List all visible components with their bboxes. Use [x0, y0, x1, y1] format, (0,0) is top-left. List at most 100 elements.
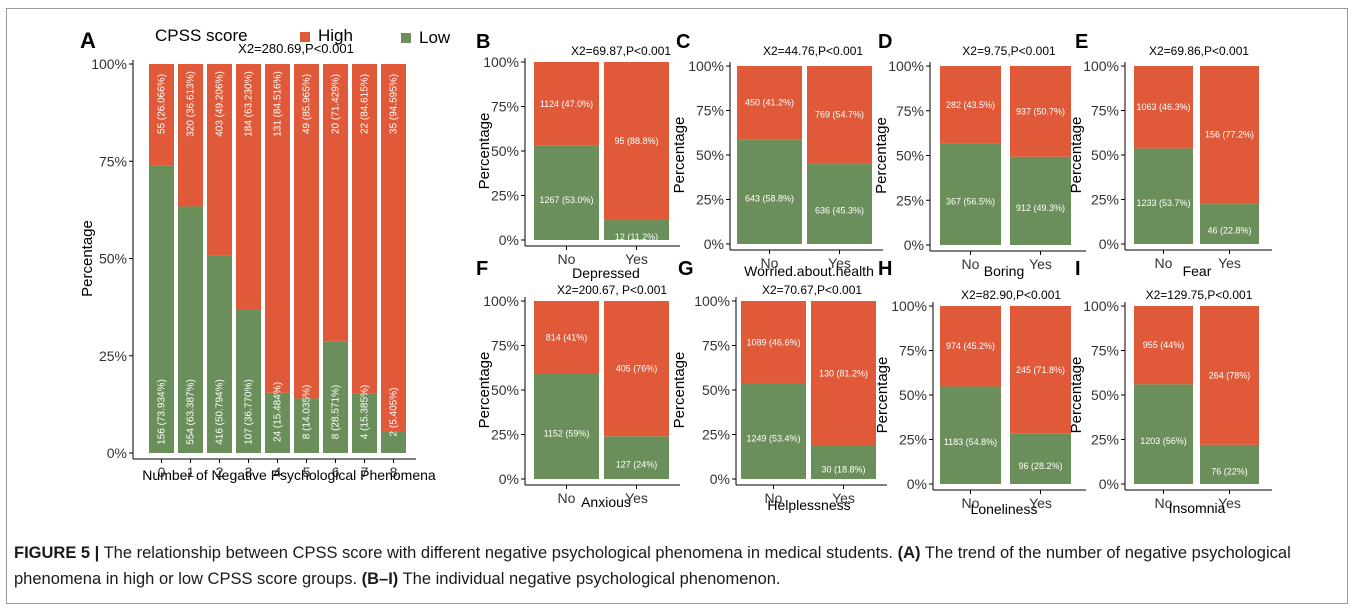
bar-low — [534, 373, 599, 479]
y-axis-label: Percentage — [476, 352, 493, 429]
bar-label-low: 416 (50.794%) — [215, 379, 226, 445]
bar-high — [534, 301, 599, 374]
y-axis-label: Percentage — [476, 113, 493, 190]
y-tick-label: 50% — [491, 143, 519, 159]
y-tick-label: 75% — [896, 103, 924, 119]
panel-e: E X2=69.86,P<0.001 0% 25% 50% 75% 100% Percenta… — [1068, 31, 1272, 279]
y-tick-label: 75% — [1091, 343, 1119, 359]
y-tick-label: 50% — [491, 382, 519, 398]
stat-label: X2=9.75,P<0.001 — [962, 44, 1056, 58]
bar-low — [178, 206, 203, 453]
bar-low — [940, 386, 1001, 484]
panel-letter: C — [676, 31, 690, 53]
caption-ref-a: (A) — [897, 544, 921, 562]
bar-high — [940, 66, 1001, 144]
caption-text-3: The individual negative psychological ph… — [398, 570, 781, 588]
x-tick-label: Yes — [1218, 495, 1241, 511]
bar-label-low: 2 (5.405%) — [389, 388, 400, 437]
y-tick-label: 75% — [899, 343, 927, 359]
figure-caption: FIGURE 5 | The relationship between CPSS… — [14, 540, 1334, 592]
x-tick-label: 3 — [245, 464, 253, 480]
y-tick-label: 25% — [896, 192, 924, 208]
bar-high — [604, 62, 669, 221]
panel-letter: A — [80, 28, 96, 53]
x-axis-label: Helplessness — [767, 497, 850, 513]
y-tick-label: 100% — [483, 54, 519, 70]
bar-label-high: 1063 (46.3%) — [1136, 102, 1190, 112]
bar-label-high: 22 (84.615%) — [360, 74, 371, 134]
bar-high — [1200, 306, 1259, 445]
y-tick-label: 0% — [107, 445, 127, 461]
bar-high — [940, 306, 1001, 387]
y-tick-label: 0% — [1099, 236, 1119, 252]
bar-high — [323, 64, 348, 342]
x-tick-label: 1 — [187, 464, 195, 480]
bar-label-high: 264 (78%) — [1209, 370, 1251, 380]
stat-label: X2=82.90,P<0.001 — [961, 288, 1061, 302]
bar-label-low: 1152 (59%) — [544, 428, 590, 438]
bar-high — [236, 64, 261, 310]
y-tick-label: 0% — [499, 232, 519, 248]
bar-low — [604, 220, 669, 240]
bar-label-high: 974 (45.2%) — [946, 341, 995, 351]
panel-h: H X2=82.90,P<0.001 0% 25% 50% 75% 100% Percenta… — [874, 258, 1086, 517]
y-tick-label: 0% — [1099, 476, 1119, 492]
bar-label-low: 24 (15.484%) — [273, 382, 284, 442]
bar-high — [1134, 66, 1193, 149]
y-tick-label: 100% — [688, 58, 724, 74]
x-axis-label: Boring — [984, 263, 1024, 279]
y-tick-label: 100% — [891, 298, 927, 314]
panel-b: B X2=69.87,P<0.001 0% 25% 50% 75% 100% Percenta… — [476, 31, 680, 281]
y-tick-label: 0% — [704, 236, 724, 252]
bar-label-high: 405 (76%) — [616, 364, 658, 374]
bar-low — [236, 309, 261, 453]
y-axis-label: Percentage — [671, 352, 688, 429]
x-tick-label: No — [962, 256, 980, 272]
bar-high — [737, 66, 802, 140]
bar-label-high: 130 (81.2%) — [819, 368, 868, 378]
y-tick-label: 100% — [888, 58, 924, 74]
y-axis-label: Percentage — [79, 220, 96, 297]
bar-low — [1134, 148, 1193, 244]
panel-g: G X2=70.67,P<0.001 0% 25% 50% 75% 100% Percenta… — [671, 258, 887, 513]
bar-label-low: 96 (28.2%) — [1018, 461, 1062, 471]
stat-label: X2=129.75,P<0.001 — [1146, 288, 1253, 302]
bar-high — [1200, 66, 1259, 204]
y-tick-label: 100% — [694, 293, 730, 309]
bar-label-low: 76 (22%) — [1211, 466, 1248, 476]
x-tick-label: No — [1155, 495, 1173, 511]
x-tick-label: No — [1155, 255, 1173, 271]
bar-low — [381, 431, 406, 453]
panel-letter: G — [678, 258, 694, 280]
y-tick-label: 100% — [1083, 58, 1119, 74]
bar-low — [294, 398, 319, 453]
y-axis-label: Percentage — [1068, 357, 1085, 434]
stat-label: X2=280.69,P<0.001 — [238, 41, 354, 56]
bar-label-high: 1089 (46.6%) — [746, 337, 800, 347]
stat-label: X2=69.87,P<0.001 — [571, 44, 671, 58]
y-tick-label: 50% — [899, 387, 927, 403]
panel-letter: F — [476, 258, 488, 280]
bar-label-low: 8 (14.035%) — [302, 385, 313, 439]
bar-high — [207, 64, 232, 256]
bar-high — [741, 301, 806, 384]
bar-high — [1134, 306, 1193, 385]
bar-label-high: 1124 (47.0%) — [540, 99, 593, 109]
bar-label-high: 49 (85.965%) — [302, 74, 313, 134]
bar-low — [1200, 444, 1259, 484]
bar-high — [381, 64, 406, 432]
bar-high — [1010, 66, 1071, 157]
bar-label-low: 127 (24%) — [616, 460, 658, 470]
x-tick-label: 6 — [332, 464, 340, 480]
y-axis-label: Percentage — [873, 117, 890, 194]
bar-label-high: 403 (49.206%) — [215, 71, 226, 137]
bar-label-high: 35 (94.595%) — [389, 74, 400, 134]
panel-letter: D — [878, 31, 892, 53]
figure-panels: A X2=280.69,P<0.001 0% 25% 50% 75% 100% Percent… — [79, 26, 1272, 517]
x-axis-label: Insomnia — [1169, 500, 1226, 516]
y-axis-label: Percentage — [874, 357, 891, 434]
bar-low — [940, 143, 1001, 245]
caption-text-1: The relationship between CPSS score with… — [99, 544, 898, 562]
bar-label-low: 8 (28.571%) — [331, 385, 342, 439]
